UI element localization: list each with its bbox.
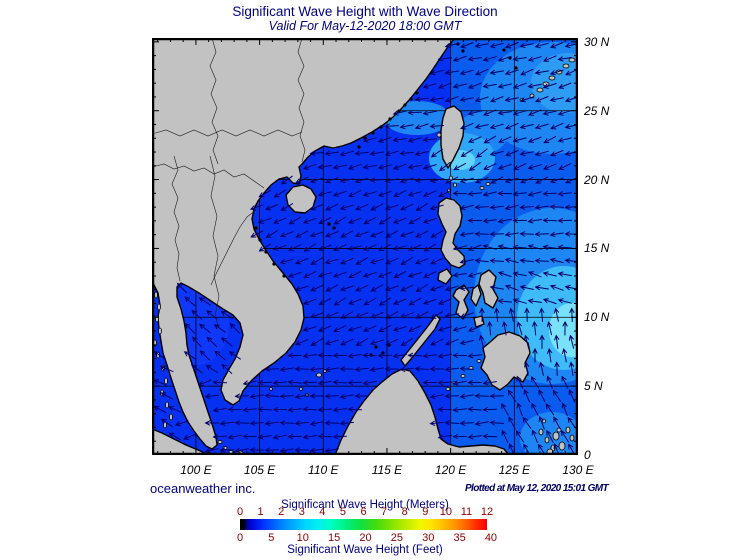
- credit-text: oceanweather inc.: [150, 481, 256, 496]
- colorbar-meters-tick-8: 8: [401, 506, 408, 518]
- lon-label-110: 110 E: [308, 463, 339, 477]
- lon-label-115: 115 E: [371, 463, 403, 477]
- lon-label-130: 130 E: [562, 463, 594, 477]
- colorbar-meters-tick-10: 10: [439, 506, 452, 518]
- colorbar-meters-tick-12: 12: [480, 506, 494, 518]
- colorbar-meters-tick-6: 6: [360, 506, 367, 518]
- colorbar-gradient-bar: [240, 519, 487, 530]
- lat-label-15: 15 N: [584, 241, 610, 256]
- colorbar-meters-tick-7: 7: [381, 506, 388, 518]
- colorbar-meters-tick-1: 1: [257, 506, 264, 518]
- colorbar-feet-tick-35: 35: [453, 532, 466, 544]
- lat-label-10: 10 N: [584, 310, 610, 325]
- lat-label-0: 0: [584, 448, 591, 462]
- land-borneo: [334, 368, 510, 455]
- colorbar-feet-tick-20: 20: [359, 532, 372, 544]
- lat-label-25: 25 N: [584, 103, 610, 118]
- colorbar-meters-title: Significant Wave Height (Meters): [281, 499, 449, 511]
- lon-label-100: 100 E: [180, 463, 212, 477]
- land-hainan: [285, 184, 317, 214]
- lat-label-20: 20 N: [584, 172, 610, 187]
- colorbar-feet-tick-0: 0: [236, 532, 244, 544]
- lat-label-5: 5 N: [584, 379, 603, 394]
- lon-label-120: 120 E: [434, 463, 467, 477]
- land-bohol: [473, 315, 485, 328]
- land-cebu: [470, 284, 482, 307]
- lon-label-125: 125 E: [498, 463, 530, 477]
- map-plot: [152, 38, 578, 455]
- lat-label-30: 30 N: [584, 34, 610, 49]
- colorbar-meters-tick-2: 2: [278, 506, 285, 518]
- page-title: Significant Wave Height with Wave Direct…: [232, 4, 498, 19]
- land-samar-leyte: [478, 269, 499, 309]
- plot-frame: [152, 38, 578, 455]
- colorbar-meters-tick-0: 0: [236, 506, 244, 518]
- colorbar-feet-tick-10: 10: [296, 532, 309, 544]
- colorbar-meters-tick-4: 4: [319, 506, 326, 518]
- land-mindoro: [437, 268, 453, 285]
- lon-label-105: 105 E: [243, 463, 276, 477]
- colorbar-meters-tick-3: 3: [298, 506, 305, 518]
- plotted-at-text: Plotted at May 12, 2020 15:01 GMT: [464, 483, 609, 494]
- colorbar-meters-tick-9: 9: [422, 506, 429, 518]
- colorbar-feet-title: Significant Wave Height (Feet): [287, 544, 443, 556]
- wave-direction-arrows: [152, 42, 578, 455]
- land-palawan: [400, 314, 441, 367]
- land-taiwan: [440, 105, 465, 169]
- colorbar-feet-tick-30: 30: [422, 532, 435, 544]
- colorbar-feet-tick-25: 25: [390, 532, 403, 544]
- colorbar-meters-tick-11: 11: [460, 506, 473, 518]
- colorbar-feet-tick-40: 40: [484, 532, 498, 544]
- page-subtitle: Valid For May-12-2020 18:00 GMT: [268, 19, 462, 33]
- colorbar-feet-tick-5: 5: [268, 532, 275, 544]
- land-mainland-asia: [152, 38, 456, 450]
- land-sumatra: [152, 428, 210, 455]
- colorbar-feet-tick-15: 15: [327, 532, 341, 544]
- colorbar-meters-tick-5: 5: [339, 506, 346, 518]
